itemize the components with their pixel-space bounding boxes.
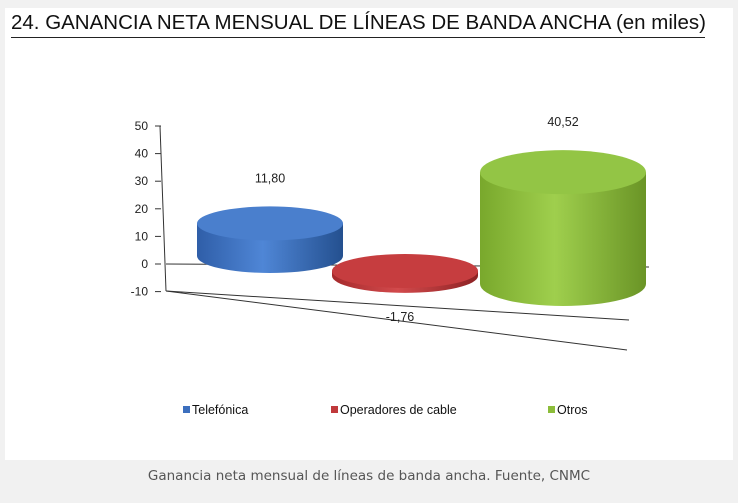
figure-caption: Ganancia neta mensual de líneas de banda… <box>147 468 591 484</box>
legend-swatch <box>331 406 338 413</box>
chart-axes: 50 40 30 20 10 0 -10 <box>131 119 650 351</box>
floor-front-line <box>165 290 630 321</box>
y-tick-label: 30 <box>135 174 149 188</box>
cylinder-top <box>332 254 478 288</box>
chart-legend: Telefónica Operadores de cable Otros <box>183 403 588 417</box>
legend-swatch <box>548 406 555 413</box>
data-label: 11,80 <box>255 171 285 185</box>
y-tick-label: 20 <box>135 202 149 216</box>
chart-bars <box>197 150 646 306</box>
cylinder-bar-2 <box>480 150 646 306</box>
y-tick-label: 40 <box>135 147 149 161</box>
legend-label: Operadores de cable <box>340 403 457 417</box>
legend-label: Telefónica <box>192 403 248 417</box>
data-label: -1,76 <box>386 310 415 324</box>
y-tick-label: 10 <box>135 229 149 243</box>
data-label: 40,52 <box>547 115 578 129</box>
cylinder-bar-0 <box>197 206 343 273</box>
y-tick-label: 50 <box>135 119 149 133</box>
legend-item-1: Operadores de cable <box>331 403 457 417</box>
y-tick-label: 0 <box>141 257 148 271</box>
y-tick-label: -10 <box>131 285 149 299</box>
floor-edge-line <box>165 290 628 351</box>
chart-title: 24. GANANCIA NETA MENSUAL DE LÍNEAS DE B… <box>11 10 706 38</box>
chart-data-labels: 11,80 -1,76 40,52 <box>255 115 579 324</box>
cylinder-top <box>197 206 343 241</box>
cylinder-top <box>480 150 646 195</box>
legend-label: Otros <box>557 403 588 417</box>
cylinder-body <box>480 172 646 306</box>
legend-item-2: Otros <box>548 403 588 417</box>
legend-swatch <box>183 406 190 413</box>
cylinder-bar-1 <box>332 254 478 293</box>
legend-item-0: Telefónica <box>183 403 248 417</box>
